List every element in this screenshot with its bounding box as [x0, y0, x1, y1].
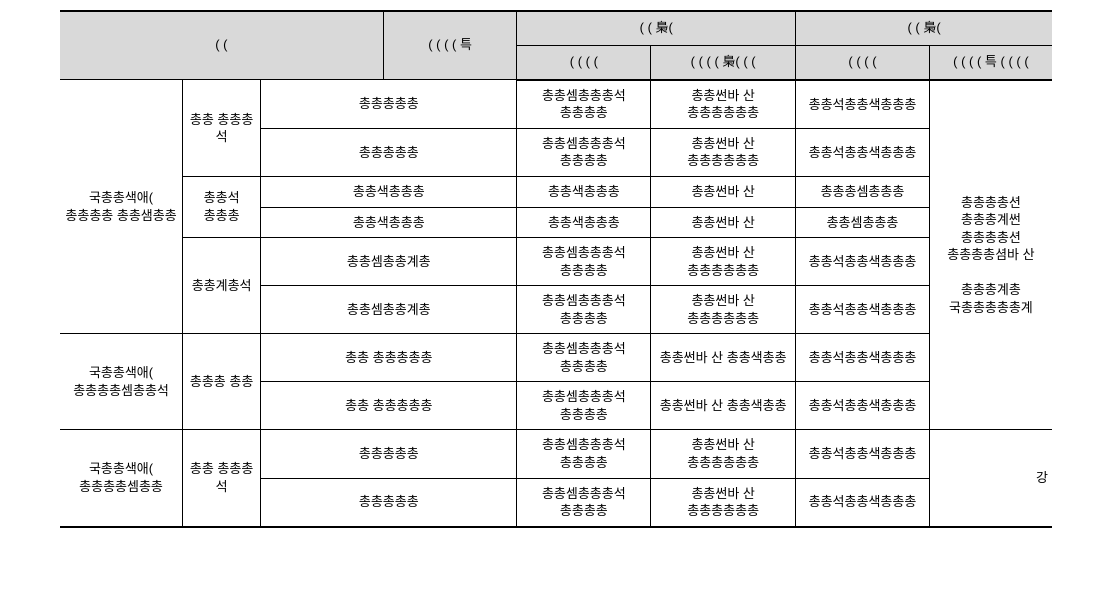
cell: 총총총셈총총총: [796, 176, 930, 207]
cell: 총총석총총색총총총: [796, 430, 930, 478]
sec3-g1-label: 총총 총총총 석: [183, 430, 261, 527]
cell: 총총색총총총: [517, 207, 651, 238]
cell: 총총썬바 산 총총색총총: [651, 334, 796, 382]
sec1-g2-label: 총총석 총총총: [183, 176, 261, 237]
sec2-label: 국총총색애( 총총총총셈총총석: [60, 334, 183, 430]
cell: 총총석총총색총총총: [796, 382, 930, 430]
cell: 총총썬바 산 총총총총총총: [651, 238, 796, 286]
cell: 총총석총총색총총총: [796, 128, 930, 176]
sec2-g1-label: 총총총 총총: [183, 334, 261, 430]
cell: 총총셈총총총석 총총총총: [517, 478, 651, 527]
cell: 총총 총총총총총: [261, 382, 517, 430]
cell: 총총셈총총총석 총총총총: [517, 128, 651, 176]
main-table: ( ( ( ( ( ( 특 ( ( 梟( ( ( 梟( ( ( ( ( ( ( …: [60, 10, 1052, 528]
cell: 총총셈총총계총: [261, 286, 517, 334]
cell: 총총셈총총총석 총총총총: [517, 238, 651, 286]
footnote-cell: 강: [929, 430, 1052, 527]
cell: 총총총총총: [261, 80, 517, 129]
header-col2: ( ( ( ( 특: [383, 11, 517, 80]
cell: 총총색총총총: [261, 207, 517, 238]
header-group1: ( ( 梟(: [517, 11, 796, 45]
cell: 총총총총총: [261, 128, 517, 176]
cell: 총총 총총총총총: [261, 334, 517, 382]
table-row: 국총총색애( 총총총총셈총총 총총 총총총 석 총총총총총 총총셈총총총석 총총…: [60, 430, 1052, 478]
header-sub2b: ( ( ( ( 특 ( ( ( (: [929, 45, 1052, 79]
cell: 총총셈총총총: [796, 207, 930, 238]
header-sub2a: ( ( ( (: [796, 45, 930, 79]
cell: 총총색총총총: [261, 176, 517, 207]
cell: 총총썬바 산 총총총총총총: [651, 286, 796, 334]
cell: 총총색총총총: [517, 176, 651, 207]
cell: 총총석총총색총총총: [796, 80, 930, 129]
cell: 총총석총총색총총총: [796, 478, 930, 527]
cell: 총총썬바 산: [651, 207, 796, 238]
cell: 총총석총총색총총총: [796, 238, 930, 286]
cell: 총총썬바 산 총총총총총총: [651, 478, 796, 527]
table-row: 총총계총석 총총셈총총계총 총총셈총총총석 총총총총 총총썬바 산 총총총총총총…: [60, 238, 1052, 286]
cell: 총총셈총총총석 총총총총: [517, 286, 651, 334]
sidebar-cell: 총총총총션 총총총계썬 총총총총션 총총총총셤바 산총총총계총 국총총총총총계: [929, 80, 1052, 430]
cell: 총총셈총총계총: [261, 238, 517, 286]
cell: 총총석총총색총총총: [796, 334, 930, 382]
cell: 총총썬바 산 총총총총총총: [651, 430, 796, 478]
cell: 총총셈총총총석 총총총총: [517, 430, 651, 478]
sec1-g3-label: 총총계총석: [183, 238, 261, 334]
sec1-label: 국총총색애( 총총총총 총총샘총총: [60, 80, 183, 334]
cell: 총총석총총색총총총: [796, 286, 930, 334]
cell: 총총셈총총총석 총총총총: [517, 334, 651, 382]
sec3-label: 국총총색애( 총총총총셈총총: [60, 430, 183, 527]
cell: 총총셈총총총석 총총총총: [517, 382, 651, 430]
cell: 총총썬바 산 총총총총총총: [651, 80, 796, 129]
header-sub1a: ( ( ( (: [517, 45, 651, 79]
cell: 총총총총총: [261, 430, 517, 478]
cell: 총총썬바 산: [651, 176, 796, 207]
cell: 총총썬바 산 총총총총총총: [651, 128, 796, 176]
header-col1: ( (: [60, 11, 383, 80]
header-sub1b: ( ( ( ( 梟( ( (: [651, 45, 796, 79]
cell: 총총셈총총총석 총총총총: [517, 80, 651, 129]
cell: 총총썬바 산 총총색총총: [651, 382, 796, 430]
sec1-g1-label: 총총 총총총 석: [183, 80, 261, 177]
table-row: 국총총색애( 총총총총 총총샘총총 총총 총총총 석 총총총총총 총총셈총총총석…: [60, 80, 1052, 129]
table-header: ( ( ( ( ( ( 특 ( ( 梟( ( ( 梟( ( ( ( ( ( ( …: [60, 11, 1052, 80]
cell: 총총총총총: [261, 478, 517, 527]
table-row: 국총총색애( 총총총총셈총총석 총총총 총총 총총 총총총총총 총총셈총총총석 …: [60, 334, 1052, 382]
table-row: 총총석 총총총 총총색총총총 총총색총총총 총총썬바 산 총총총셈총총총: [60, 176, 1052, 207]
header-group2: ( ( 梟(: [796, 11, 1052, 45]
